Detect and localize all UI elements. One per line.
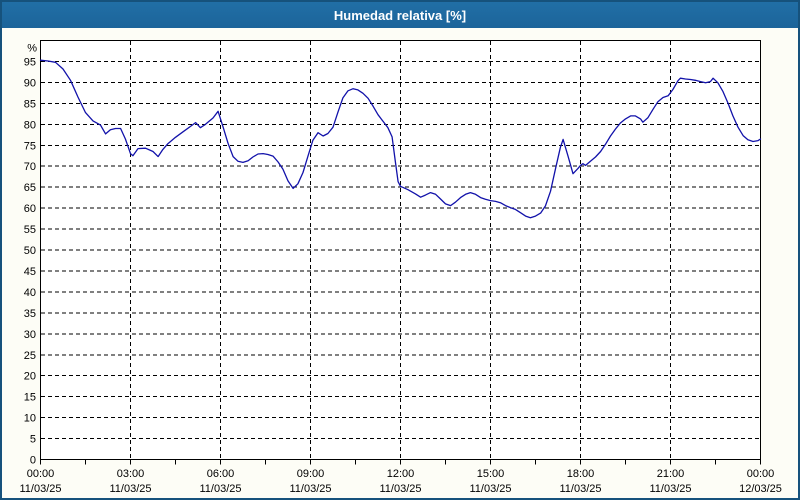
title-bar: Humedad relativa [%] [2,2,798,28]
y-tick-label: 85 [24,98,36,110]
x-tick-time-label: 21:00 [657,468,685,480]
y-tick-label: 75 [24,140,36,152]
x-tick-date-label: 11/03/25 [289,483,331,495]
x-tick-date-label: 11/03/25 [649,483,691,495]
y-tick-label: 95 [24,56,36,68]
y-tick-label: 90 [24,77,36,89]
chart-area: 0 5 10 15 20 25 30 35 40 45 50 55 60 65 70 75 80 85 90 95% 0… [2,28,798,498]
y-tick-label: 65 [24,182,36,194]
x-tick-date-label: 11/03/25 [19,483,61,495]
data-line-humedad-relativa [39,59,762,219]
y-tick-label: 0 [30,455,36,467]
x-tick-time-label: 03:00 [117,468,145,480]
x-tick-date-label: 11/03/25 [379,483,421,495]
y-tick-label: 55 [24,224,36,236]
y-tick-label: 30 [24,329,36,341]
x-tick-date-label: 11/03/25 [469,483,511,495]
y-tick-label: 35 [24,308,36,320]
x-tick-date-label: 11/03/25 [199,483,241,495]
y-axis-unit-label: % [27,43,37,55]
y-tick-label: 15 [24,392,36,404]
y-tick-label: 50 [24,245,36,257]
x-tick-time-label: 09:00 [297,468,325,480]
x-tick-time-label: 12:00 [387,468,415,480]
x-tick-time-label: 00:00 [27,468,55,480]
y-tick-label: 45 [24,266,36,278]
y-tick-label: 5 [30,434,36,446]
y-tick-label: 40 [24,287,36,299]
x-tick-time-label: 18:00 [567,468,595,480]
y-tick-label: 25 [24,350,36,362]
humidity-line-chart: 0 5 10 15 20 25 30 35 40 45 50 55 60 65 70 75 80 85 90 95% 0… [19,40,782,495]
x-tick-time-label: 06:00 [207,468,235,480]
x-tick-date-label: 11/03/25 [559,483,601,495]
chart-title: Humedad relativa [%] [333,7,467,23]
y-tick-label: 10 [24,413,36,425]
x-tick-date-label: 11/03/25 [109,483,151,495]
y-tick-label: 20 [24,371,36,383]
x-tick-time-label: 15:00 [477,468,505,480]
y-tick-label: 70 [24,161,36,173]
y-tick-label: 60 [24,203,36,215]
x-tick-time-label: 00:00 [747,468,775,480]
y-tick-label: 80 [24,119,36,131]
x-tick-date-label: 12/03/25 [739,483,782,495]
